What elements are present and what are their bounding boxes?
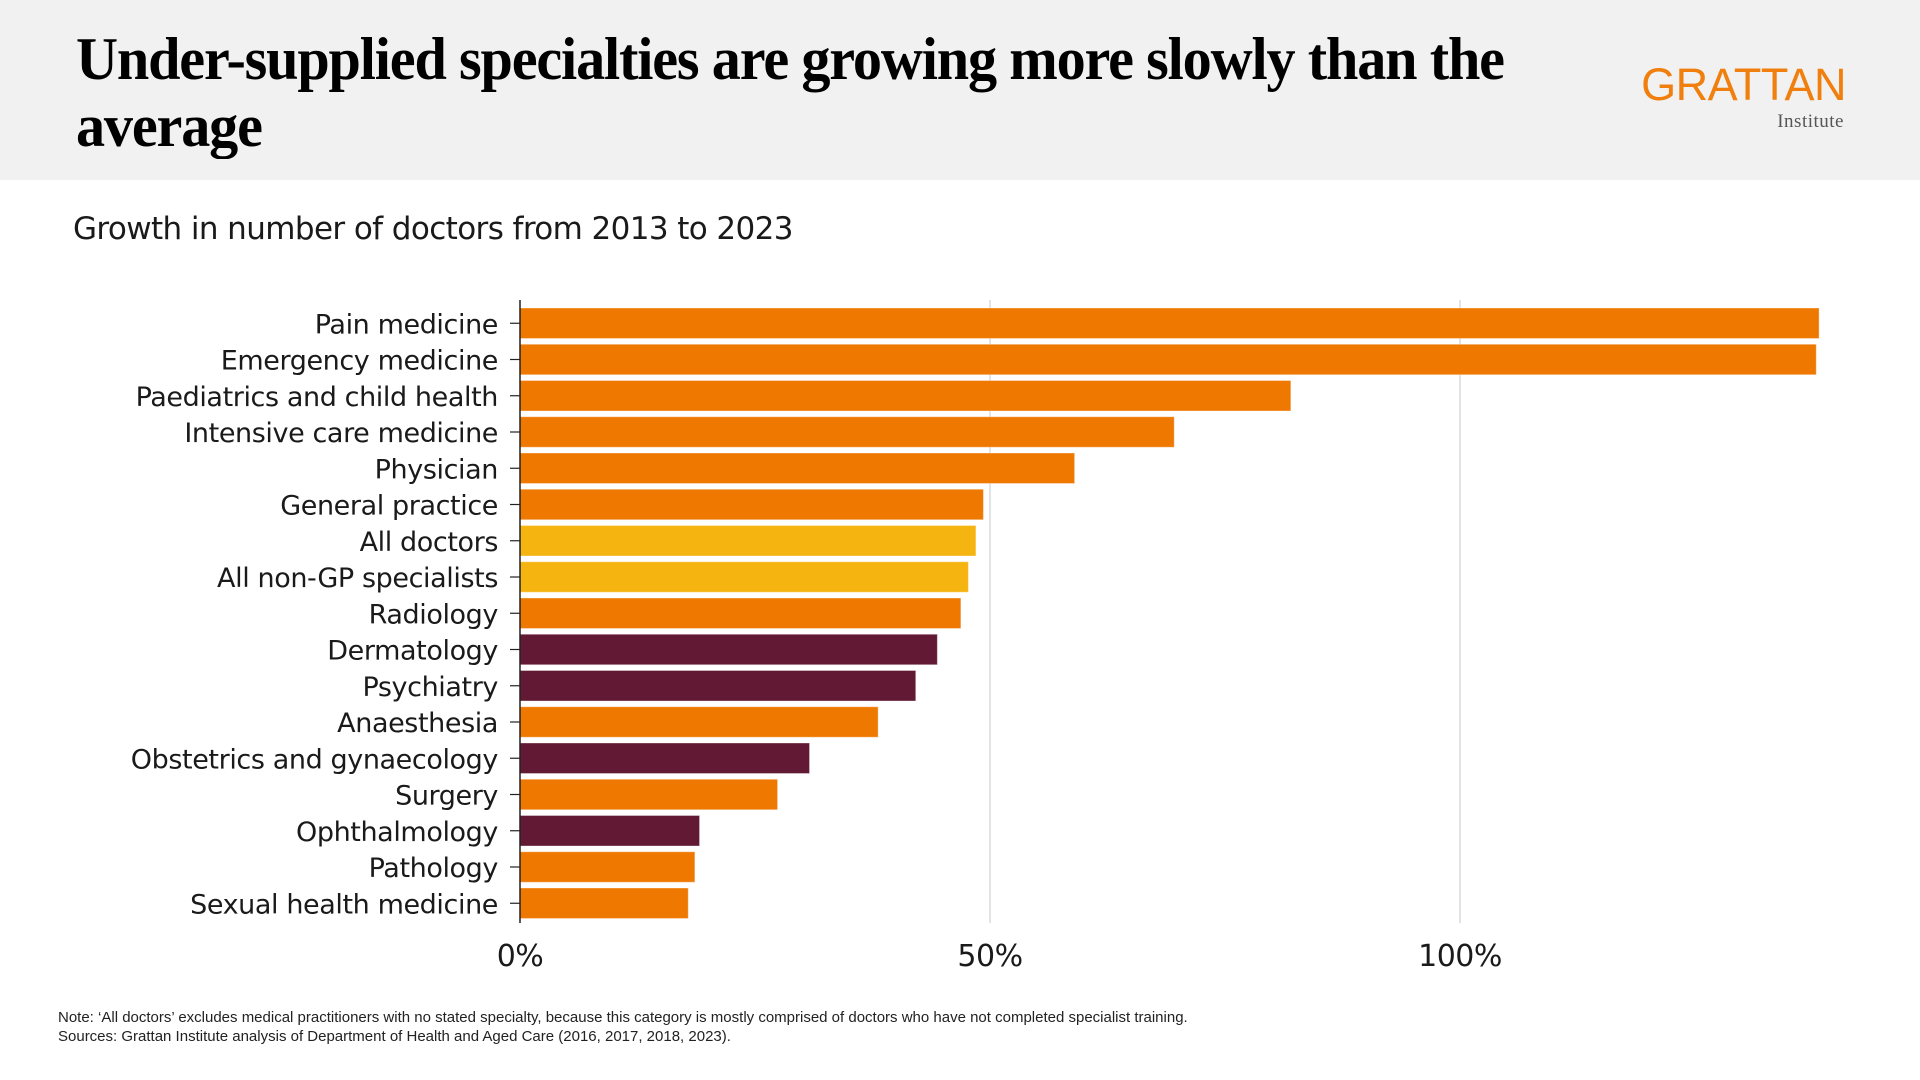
category-label: Anaesthesia (337, 708, 498, 739)
footnote-note: Note: ‘All doctors’ excludes medical pra… (58, 1009, 1188, 1026)
bar-chart: Pain medicine Emergency medicine Paediatri… (131, 300, 1820, 974)
bar-pain-medicine (519, 307, 1820, 339)
bar-emergency-medicine (519, 343, 1817, 376)
category-label: Intensive care medicine (184, 418, 498, 449)
grattan-logo: GRATTAN Institute (1616, 62, 1846, 142)
bar-dermatology (519, 633, 938, 666)
chart-subtitle: Growth in number of doctors from 2013 to… (73, 211, 794, 247)
category-label: Sexual health medicine (190, 889, 498, 920)
bar-paediatrics-and-child-health (519, 380, 1292, 412)
logo-subtext: Institute (1777, 111, 1844, 132)
bar-surgery (519, 778, 779, 811)
logo-wordmark: GRATTAN (1641, 59, 1846, 110)
bar-physician (519, 452, 1076, 484)
category-label: General practice (280, 491, 498, 522)
header-band: Under-supplied specialties are growing m… (0, 0, 1920, 180)
bar-obstetrics-and-gynaecology (519, 742, 811, 774)
category-label: Psychiatry (362, 672, 498, 703)
footnote-sources: Sources: Grattan Institute analysis of D… (58, 1028, 731, 1045)
bar-sexual-health-medicine (519, 887, 689, 919)
x-axis-ticks: 0% 50% 100% (497, 939, 1503, 974)
y-axis (510, 300, 521, 923)
bar-psychiatry (519, 670, 917, 702)
bar-intensive-care-medicine (519, 416, 1175, 448)
x-tick-label: 100% (1418, 939, 1502, 974)
bar-pathology (519, 851, 696, 883)
category-label: Surgery (395, 781, 498, 812)
category-label: Pathology (369, 853, 499, 884)
category-label: Emergency medicine (221, 346, 498, 377)
x-tick-label: 0% (497, 939, 544, 974)
bar-general-practice (519, 488, 984, 521)
category-label: All non-GP specialists (217, 563, 498, 594)
category-label: All doctors (360, 527, 498, 558)
bar-radiology (519, 597, 962, 629)
category-label: Radiology (369, 599, 499, 630)
bar-ophthalmology (519, 815, 701, 847)
category-labels: Pain medicine Emergency medicine Paediatri… (131, 309, 499, 920)
bar-all-non-gp-specialists (519, 561, 969, 593)
category-label: Physician (375, 454, 498, 485)
category-label: Obstetrics and gynaecology (131, 744, 499, 775)
category-label: Dermatology (327, 636, 498, 667)
bars (519, 307, 1820, 919)
x-tick-label: 50% (957, 939, 1022, 974)
category-label: Ophthalmology (296, 817, 498, 848)
bar-anaesthesia (519, 706, 879, 738)
bar-all-doctors (519, 525, 977, 557)
category-label: Pain medicine (315, 309, 498, 340)
page-title: Under-supplied specialties are growing m… (76, 26, 1505, 159)
category-label: Paediatrics and child health (136, 382, 498, 413)
